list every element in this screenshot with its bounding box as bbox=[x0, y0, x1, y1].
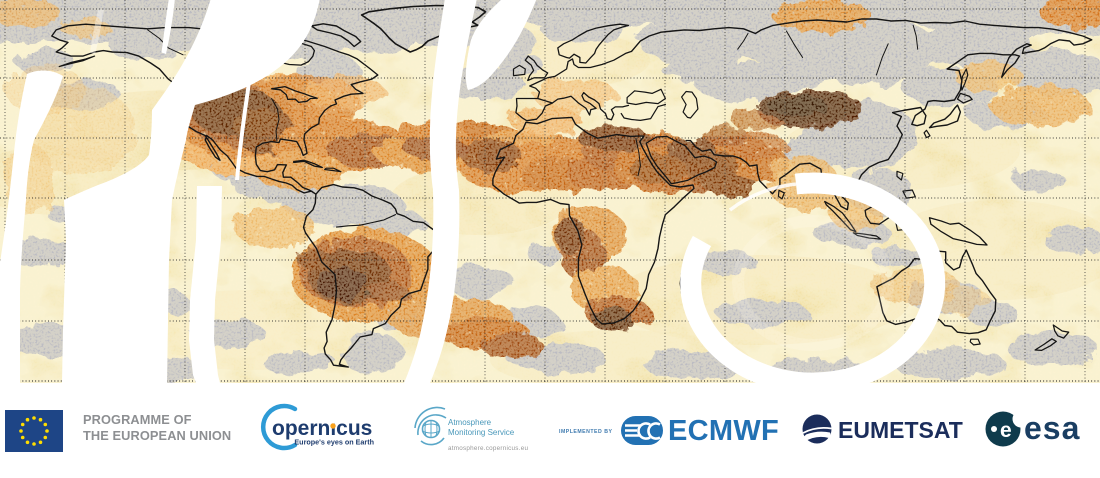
svg-text:Europe's eyes on Earth: Europe's eyes on Earth bbox=[294, 438, 374, 447]
svg-text:e: e bbox=[1000, 419, 1012, 442]
svg-text:IMPLEMENTED BY: IMPLEMENTED BY bbox=[559, 429, 612, 435]
svg-text:THE EUROPEAN UNION: THE EUROPEAN UNION bbox=[83, 428, 231, 443]
svg-text:atmosphere.copernicus.eu: atmosphere.copernicus.eu bbox=[448, 445, 528, 452]
svg-text:Atmosphere: Atmosphere bbox=[448, 418, 492, 427]
svg-text:ECMWF: ECMWF bbox=[668, 415, 779, 447]
svg-text:EUMETSAT: EUMETSAT bbox=[838, 417, 963, 443]
svg-text:PROGRAMME OF: PROGRAMME OF bbox=[83, 412, 192, 427]
svg-text:esa: esa bbox=[1024, 410, 1080, 446]
svg-text:opernıcus: opernıcus bbox=[272, 417, 372, 440]
svg-text:Monitoring Service: Monitoring Service bbox=[448, 428, 515, 437]
